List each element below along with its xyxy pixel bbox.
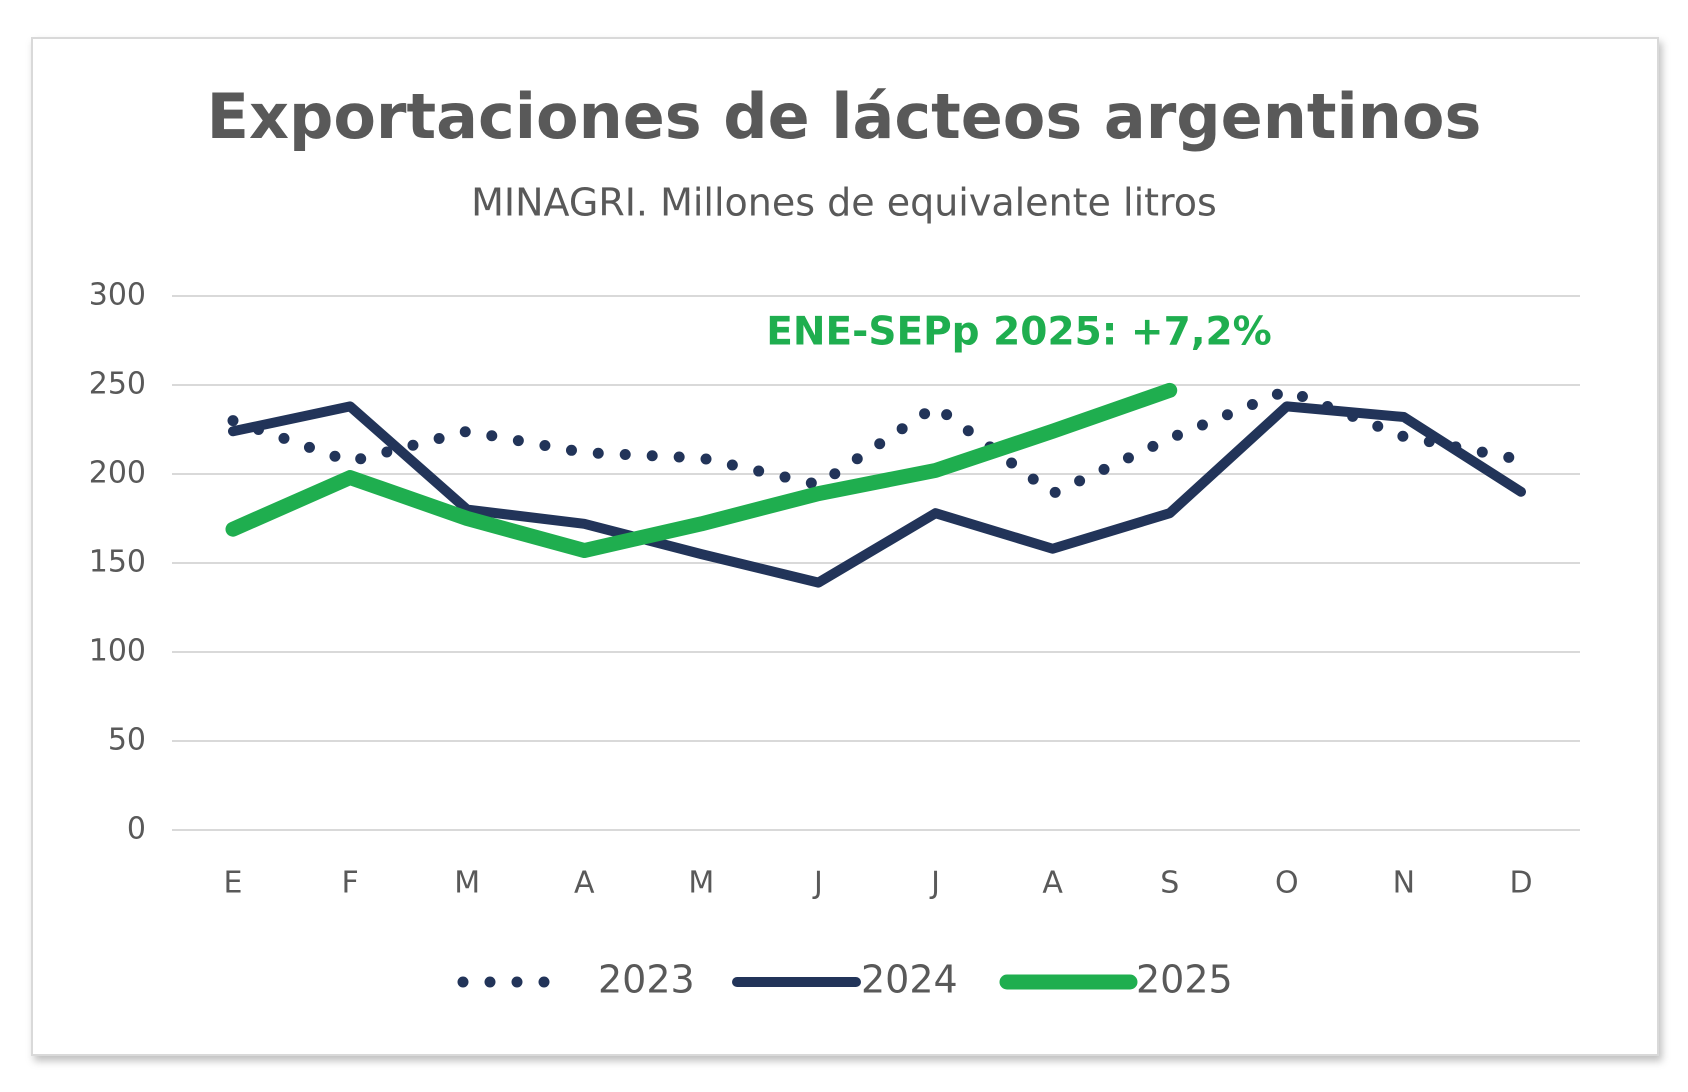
x-tick-label: J: [929, 866, 940, 901]
legend-label: 2024: [861, 958, 958, 1002]
x-tick-label: S: [1160, 866, 1179, 901]
x-tick-label: A: [574, 866, 595, 901]
x-tick-label: N: [1393, 866, 1415, 901]
x-tick-label: F: [341, 866, 358, 901]
x-tick-label: M: [688, 866, 714, 901]
annotation: ENE-SEPp 2025: +7,2%: [766, 310, 1271, 355]
series-line: [228, 401, 1526, 588]
y-tick-label: 200: [89, 456, 146, 491]
y-tick-label: 50: [108, 723, 146, 758]
y-tick-label: 300: [89, 278, 146, 313]
chart-title: Exportaciones de lácteos argentinos: [207, 80, 1482, 153]
series-line: [225, 382, 1178, 559]
legend-label: 2023: [598, 958, 695, 1002]
legend-label: 2025: [1136, 958, 1233, 1002]
y-tick-label: 250: [89, 367, 146, 402]
x-tick-label: M: [454, 866, 480, 901]
x-tick-label: A: [1042, 866, 1063, 901]
x-tick-label: J: [812, 866, 823, 901]
chart-card: [31, 37, 1659, 1056]
y-tick-label: 0: [127, 812, 146, 847]
x-tick-label: O: [1275, 866, 1299, 901]
y-tick-label: 100: [89, 634, 146, 669]
series-line: [227, 384, 1527, 500]
y-tick-label: 150: [89, 545, 146, 580]
chart-subtitle: MINAGRI. Millones de equivalente litros: [471, 181, 1217, 225]
x-tick-label: E: [224, 866, 243, 901]
x-tick-label: D: [1509, 866, 1532, 901]
